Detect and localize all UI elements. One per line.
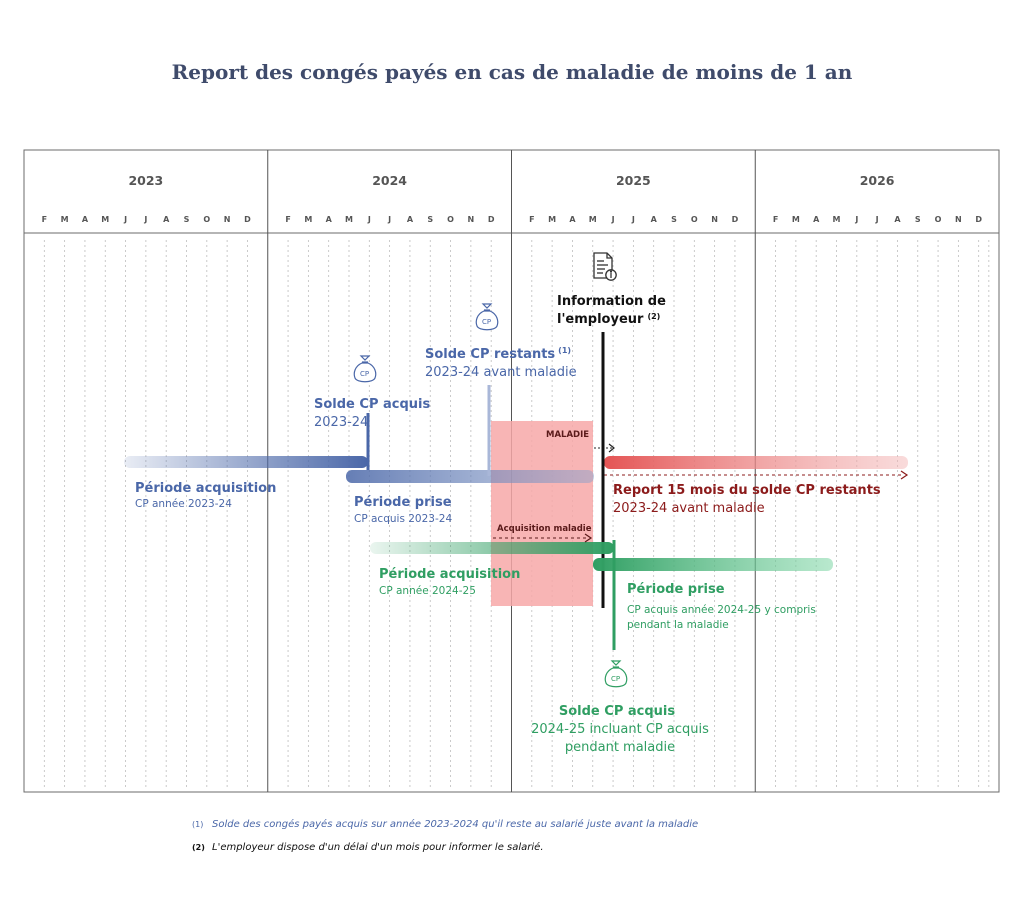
month-label: M — [61, 215, 69, 224]
maladie-zone — [491, 421, 593, 606]
month-label: O — [203, 215, 210, 224]
year-label: 2026 — [860, 173, 895, 188]
month-grid — [43, 240, 990, 788]
periode-acquisition-2023-24-line1: Période acquisition — [135, 481, 276, 496]
month-label: N — [955, 215, 962, 224]
month-label: F — [773, 215, 778, 224]
month-label: J — [143, 215, 147, 224]
footnote-1: (1) Solde des congés payés acquis sur ann… — [192, 819, 698, 830]
periode-acquisition-2024-25-line2: CP année 2024-25 — [379, 585, 476, 597]
solde-acquis-2023-24-line2: 2023-24 — [314, 415, 368, 430]
bar-periode-acquisition-2023-24 — [124, 456, 368, 468]
month-label: J — [631, 215, 635, 224]
footnote-1-text: Solde des congés payés acquis sur année … — [212, 819, 699, 830]
month-label: M — [304, 215, 312, 224]
solde-restants-line2: 2023-24 avant maladie — [425, 365, 577, 380]
month-label: A — [163, 215, 170, 224]
maladie-label: MALADIE — [546, 430, 589, 440]
month-label: J — [854, 215, 858, 224]
document-info-icon — [593, 252, 617, 281]
month-label: A — [651, 215, 658, 224]
month-label: A — [894, 215, 901, 224]
solde-2024-25-line1: Solde CP acquis — [559, 704, 675, 719]
periode-acquisition-2024-25-line1: Période acquisition — [379, 567, 520, 582]
bar-periode-prise-2023-24 — [346, 470, 594, 483]
month-label: S — [915, 215, 921, 224]
month-label: M — [548, 215, 556, 224]
svg-text:CP: CP — [611, 675, 620, 683]
cp-moneybag-icon-2024-25: CP — [604, 660, 628, 688]
periode-prise-2024-25-line1: Période prise — [627, 582, 725, 597]
year-label: 2023 — [128, 173, 163, 188]
month-label: S — [427, 215, 433, 224]
month-label: J — [611, 215, 615, 224]
month-label: N — [711, 215, 718, 224]
month-label: M — [792, 215, 800, 224]
bar-periode-prise-2024-25 — [593, 558, 833, 571]
bar-report-15-mois — [604, 456, 908, 469]
cp-moneybag-icon-2023-24-restants: CP — [475, 303, 499, 331]
solde-2024-25-line2: 2024-25 incluant CP acquis — [531, 722, 709, 737]
month-label: J — [367, 215, 371, 224]
month-label: A — [82, 215, 89, 224]
footnote-2: (2) L'employeur dispose d'un délai d'un m… — [192, 842, 544, 853]
report-arrow-head — [900, 470, 909, 480]
month-label: A — [407, 215, 414, 224]
month-label: F — [42, 215, 47, 224]
solde-2024-25-line3: pendant maladie — [565, 740, 675, 755]
year-label: 2024 — [372, 173, 407, 188]
month-label: N — [468, 215, 475, 224]
svg-text:CP: CP — [360, 370, 369, 378]
report-line1: Report 15 mois du solde CP restants — [613, 483, 881, 498]
svg-text:CP: CP — [482, 318, 491, 326]
month-label: O — [447, 215, 454, 224]
periode-prise-2023-24-line1: Période prise — [354, 495, 452, 510]
periode-prise-2024-25-line2: CP acquis année 2024-25 y compris — [627, 604, 816, 616]
periode-acquisition-2023-24-line2: CP année 2023-24 — [135, 498, 232, 510]
month-label: J — [387, 215, 391, 224]
month-label: O — [935, 215, 942, 224]
month-label: D — [488, 215, 495, 224]
periode-prise-2023-24-line2: CP acquis 2023-24 — [354, 513, 452, 525]
year-labels: 2023 2024 2025 2026 — [128, 173, 894, 188]
info-employeur-line2: l'employeur (2) — [557, 312, 660, 327]
report-line2: 2023-24 avant maladie — [613, 501, 765, 516]
month-label: F — [529, 215, 534, 224]
month-label: F — [285, 215, 290, 224]
solde-acquis-2023-24-line1: Solde CP acquis — [314, 397, 430, 412]
solde-restants-line1: Solde CP restants (1) — [425, 346, 571, 362]
periode-prise-2024-25-line3: pendant la maladie — [627, 619, 729, 631]
month-label: A — [326, 215, 333, 224]
month-label: M — [345, 215, 353, 224]
month-label: M — [589, 215, 597, 224]
month-label: A — [569, 215, 576, 224]
bar-periode-acquisition-2024-25 — [370, 542, 614, 554]
month-label: M — [833, 215, 841, 224]
month-label: O — [691, 215, 698, 224]
acquisition-maladie-label: Acquisition maladie — [497, 524, 592, 534]
footnote-2-number: (2) — [192, 843, 205, 852]
month-label: D — [732, 215, 739, 224]
info-employeur-line1: Information de — [557, 294, 666, 309]
month-label: J — [875, 215, 879, 224]
month-label: M — [101, 215, 109, 224]
cp-moneybag-icon-2023-24-acquis: CP — [353, 355, 377, 383]
month-label: N — [224, 215, 231, 224]
acq-maladie-arrow-head — [584, 533, 593, 543]
footnote-1-number: (1) — [192, 820, 204, 829]
footnote-2-text: L'employeur dispose d'un délai d'un mois… — [212, 842, 544, 853]
month-label: S — [671, 215, 677, 224]
month-label: D — [244, 215, 251, 224]
month-label: J — [123, 215, 127, 224]
year-label: 2025 — [616, 173, 651, 188]
month-label: S — [184, 215, 190, 224]
month-label: A — [813, 215, 820, 224]
page-title: Report des congés payés en cas de maladi… — [171, 60, 853, 84]
maladie-arrow-head — [608, 443, 615, 453]
month-label: D — [975, 215, 982, 224]
